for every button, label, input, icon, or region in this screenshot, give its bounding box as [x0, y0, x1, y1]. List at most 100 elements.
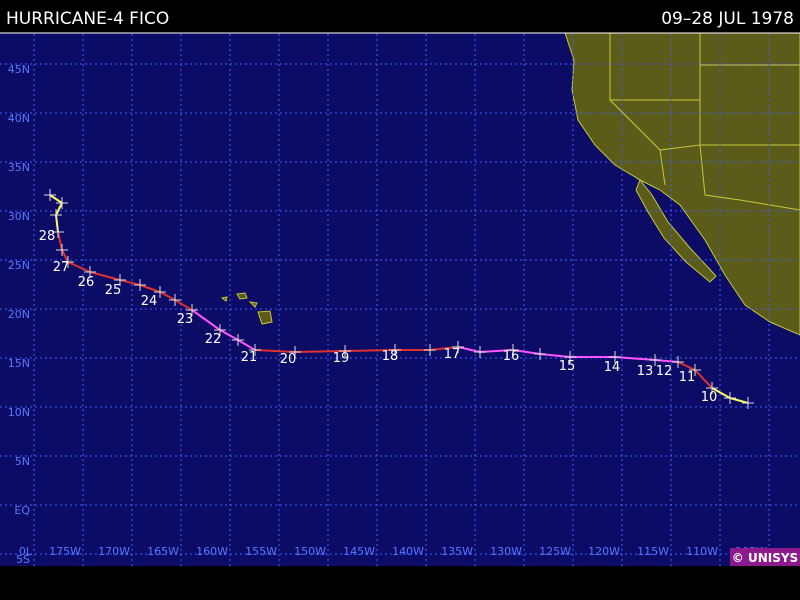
longitude-label: 120W — [588, 545, 620, 558]
border — [609, 33, 666, 186]
latitude-label: 5N — [15, 455, 30, 468]
track-point — [339, 345, 351, 357]
track-point — [706, 382, 718, 394]
track-point — [52, 226, 64, 238]
track-segment — [254, 349, 296, 353]
latitude-label: 30N — [8, 210, 30, 223]
latitude-label: 45N — [8, 63, 30, 76]
day-label: 20 — [280, 352, 297, 367]
storm-title: HURRICANE-4 FICO — [6, 9, 169, 29]
day-label: 13 — [637, 364, 654, 379]
island — [220, 296, 228, 302]
latitude-label: 15N — [8, 357, 30, 370]
day-label: 25 — [105, 283, 122, 298]
track-point — [186, 304, 198, 316]
day-label: 19 — [333, 351, 350, 366]
track-point — [649, 354, 661, 366]
credit: © UNISYS — [732, 551, 798, 565]
track-point — [564, 351, 576, 363]
track-segment — [89, 271, 121, 281]
day-label: 17 — [444, 347, 461, 362]
credit-badge — [730, 548, 800, 566]
track-segment — [729, 397, 749, 404]
track-segment — [57, 231, 63, 251]
track-point — [507, 344, 519, 356]
track-segment — [174, 299, 193, 311]
track-point — [84, 266, 96, 278]
longitude-label: 115W — [637, 545, 669, 558]
track-point — [609, 351, 621, 363]
track-point — [452, 341, 464, 353]
day-label: 23 — [177, 312, 194, 327]
track-segment — [457, 346, 481, 353]
track-segment — [49, 194, 63, 204]
longitude-label: 145W — [343, 545, 375, 558]
day-label: 26 — [78, 275, 95, 290]
island — [257, 310, 273, 325]
track-segment — [219, 329, 239, 341]
track-point — [689, 364, 701, 376]
day-label: 28 — [39, 229, 56, 244]
track-point — [114, 274, 126, 286]
longitude-label: 140W — [392, 545, 424, 558]
date-range: 09–28 JUL 1978 — [661, 9, 794, 29]
day-label: 21 — [241, 350, 258, 365]
latitude-label: 10N — [8, 406, 30, 419]
day-label: 15 — [559, 359, 576, 374]
day-label: 10 — [701, 390, 718, 405]
track-point — [214, 324, 226, 336]
track-segment — [344, 349, 396, 352]
track-segment — [139, 284, 161, 293]
track-point — [289, 346, 301, 358]
longitude-label: 165W — [147, 545, 179, 558]
track-point — [134, 279, 146, 291]
latitude-label: 20N — [8, 308, 30, 321]
track-point — [389, 344, 401, 356]
longitude-label: 135W — [441, 545, 473, 558]
day-label: 12 — [656, 364, 673, 379]
longitude-label: 130W — [490, 545, 522, 558]
track-point — [474, 346, 486, 358]
latitude-label: 25N — [8, 259, 30, 272]
latitude-label: EQ — [14, 504, 30, 517]
track-point — [534, 348, 546, 360]
track-segment — [237, 339, 256, 351]
track-point — [62, 256, 74, 268]
latitude-label: 5S — [16, 553, 30, 566]
track-point — [56, 197, 68, 209]
track-point — [44, 189, 56, 201]
day-label: 16 — [503, 349, 520, 364]
track-segment — [55, 202, 63, 216]
baja — [635, 179, 717, 283]
day-label: 11 — [679, 370, 696, 385]
longitude-label: 110W — [686, 545, 718, 558]
day-label: 24 — [141, 294, 158, 309]
longitude-label: 170W — [98, 545, 130, 558]
track-segment — [512, 349, 541, 355]
track-point — [169, 294, 181, 306]
grid: 0L 175W 170W 165W 160W 155W 150W 145W 140W 135W 13… — [0, 34, 800, 566]
track-segment — [61, 249, 69, 263]
latitude-label: 35N — [8, 161, 30, 174]
longitude-label: 150W — [294, 545, 326, 558]
track-point — [742, 397, 754, 409]
track-point — [50, 209, 62, 221]
track-point — [232, 334, 244, 346]
island — [248, 301, 258, 308]
track-point — [249, 344, 261, 356]
longitude-label: 0L — [19, 545, 33, 558]
day-label: 27 — [53, 260, 70, 275]
day-label: 14 — [604, 360, 621, 375]
track-segment — [67, 261, 91, 273]
track-point — [724, 392, 736, 404]
island — [236, 292, 248, 300]
track-segment — [694, 369, 713, 389]
track-point — [56, 244, 68, 256]
track-segment — [711, 387, 731, 399]
track-segment — [294, 350, 346, 353]
track-point — [154, 286, 166, 298]
border — [659, 144, 800, 211]
